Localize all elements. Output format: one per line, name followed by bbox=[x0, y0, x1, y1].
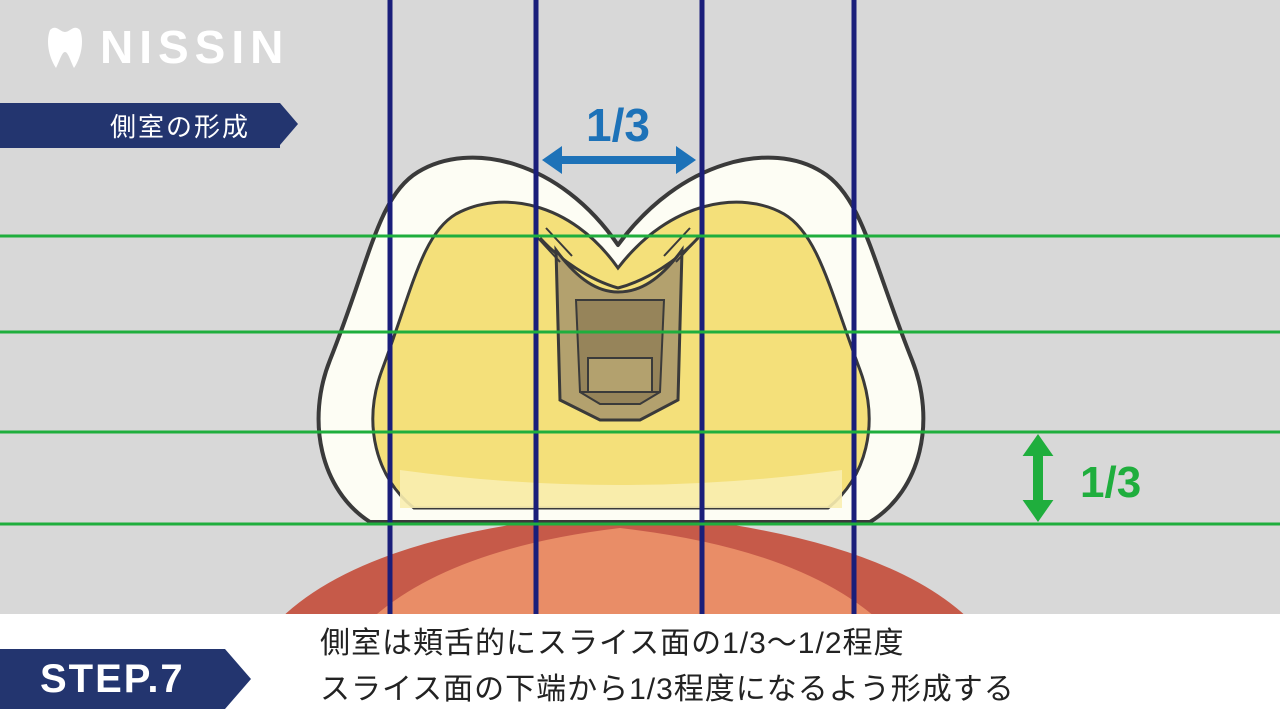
stage: NISSIN 側室の形成 1/3 1/3 STEP.7 側室は頬舌的にスライス面… bbox=[0, 0, 1280, 720]
brand-logo: NISSIN bbox=[40, 20, 289, 74]
caption-line-1: 側室は頬舌的にスライス面の1/3〜1/2程度 bbox=[320, 621, 1015, 668]
caption-line-2: スライス面の下端から1/3程度になるよう形成する bbox=[320, 667, 1015, 714]
section-subtitle-label: 側室の形成 bbox=[0, 103, 280, 148]
tooth-icon bbox=[40, 22, 90, 72]
caption-text: 側室は頬舌的にスライス面の1/3〜1/2程度 スライス面の下端から1/3程度にな… bbox=[320, 614, 1015, 720]
step-label: STEP.7 bbox=[0, 649, 225, 709]
section-subtitle: 側室の形成 bbox=[0, 104, 280, 146]
brand-text: NISSIN bbox=[100, 20, 289, 74]
fraction-label-vertical: 1/3 bbox=[1080, 458, 1141, 508]
step-badge: STEP.7 bbox=[0, 614, 225, 720]
fraction-label-horizontal: 1/3 bbox=[586, 98, 650, 152]
